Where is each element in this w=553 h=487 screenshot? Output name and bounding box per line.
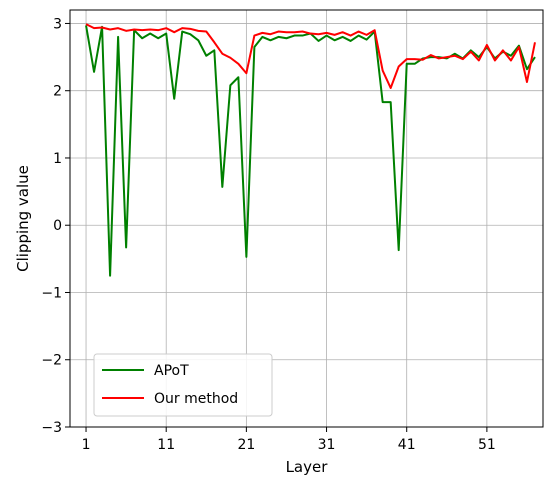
y-axis-label: Clipping value — [14, 165, 32, 272]
y-tick-label: −2 — [41, 353, 62, 369]
legend-label-our-method: Our method — [154, 391, 238, 407]
axes-frame — [69, 9, 544, 428]
legend-label-apot: APoT — [154, 363, 189, 379]
y-tick-label: −1 — [41, 285, 62, 301]
x-tick-label: 11 — [157, 437, 175, 453]
x-tick-label: 51 — [478, 437, 496, 453]
x-tick-label: 1 — [82, 437, 91, 453]
legend: APoT Our method — [93, 353, 273, 417]
x-tick-label: 41 — [398, 437, 416, 453]
series-line-our-method — [85, 23, 536, 90]
y-tick-label: 0 — [53, 218, 62, 234]
grid-lines — [70, 10, 543, 428]
series-lines — [85, 23, 536, 277]
y-tick-label: 1 — [53, 151, 62, 167]
y-tick-label: −3 — [41, 420, 62, 436]
x-axis-label: Layer — [286, 458, 329, 476]
series-line-apot — [85, 25, 536, 277]
x-tick-label: 21 — [237, 437, 255, 453]
y-tick-label: 3 — [53, 16, 62, 32]
y-tick-label: 2 — [53, 84, 62, 100]
x-tick-label: 31 — [318, 437, 336, 453]
